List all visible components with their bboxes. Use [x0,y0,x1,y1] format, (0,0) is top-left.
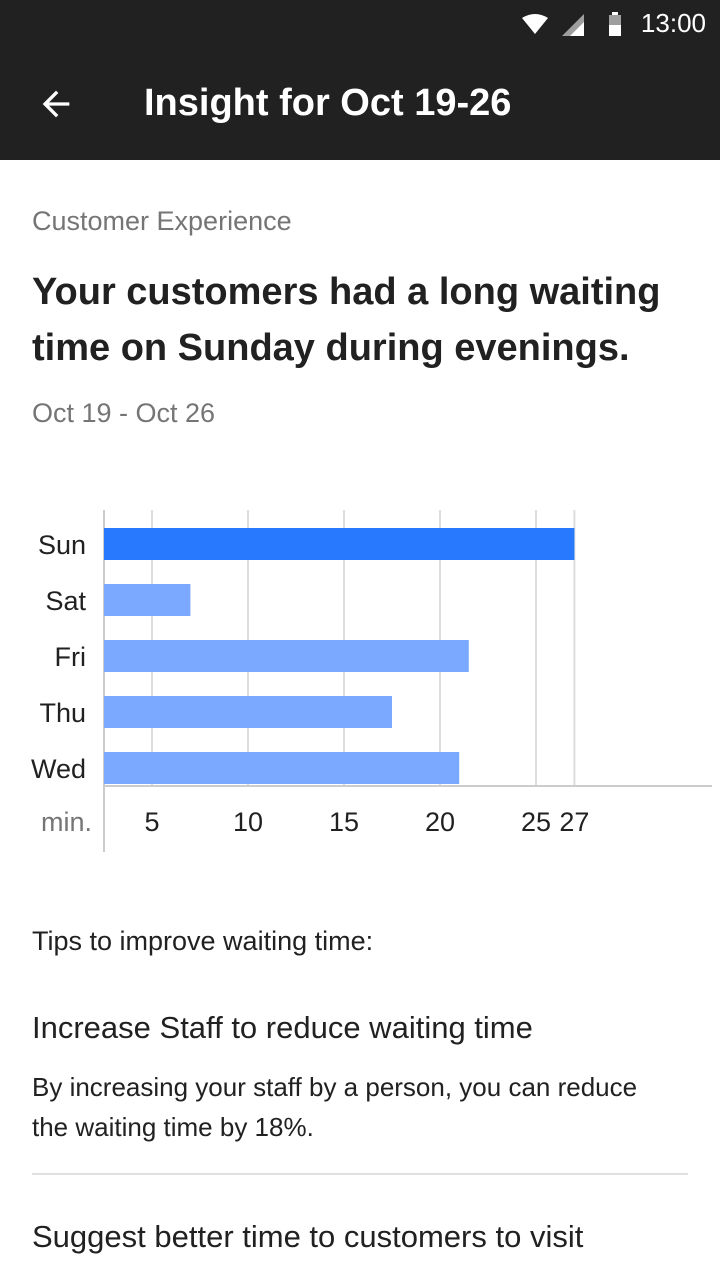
wifi-icon [522,14,548,34]
battery-icon [609,12,621,36]
category-label-wed: Wed [31,754,86,784]
category-label-fri: Fri [55,642,86,672]
status-icons [522,12,621,36]
back-button[interactable] [24,72,88,136]
status-bar: 13:00 [0,0,720,48]
divider [32,1173,688,1175]
insight-date-range: Oct 19 - Oct 26 [32,398,216,428]
bar-thu [104,696,392,728]
category-label-sun: Sun [38,530,86,560]
status-time: 13:00 [640,8,706,38]
insight-category: Customer Experience [32,206,292,236]
arrow-back-icon [42,90,70,118]
insight-headline: Your customers had a long waiting time o… [32,271,661,369]
bar-wed [104,752,460,784]
x-axis-label: min. [41,807,92,837]
x-tick-label-20: 20 [425,807,455,837]
bar-sun [104,528,575,560]
x-tick-label-10: 10 [233,807,263,837]
bar-fri [104,640,469,672]
tip-title: Increase Staff to reduce waiting time [32,1010,533,1045]
bar-sat [104,584,191,616]
tip-body: By increasing your staff by a person, yo… [32,1072,638,1142]
waiting-time-chart: Sun Sat Fri Thu Wed 5 10 15 20 25 27 min. [31,510,712,852]
x-tick-label-15: 15 [329,807,359,837]
tip-title: Suggest better time to customers to visi… [32,1219,584,1254]
category-label-sat: Sat [45,586,86,616]
app-bar: Insight for Oct 19-26 [0,48,720,160]
category-label-thu: Thu [39,698,86,728]
cellular-signal-icon [562,14,584,36]
x-tick-label-5: 5 [144,807,159,837]
x-tick-label-27: 27 [559,807,589,837]
page-title: Insight for Oct 19-26 [144,82,512,124]
tips-heading: Tips to improve waiting time: [32,926,374,956]
x-tick-label-25: 25 [521,807,551,837]
